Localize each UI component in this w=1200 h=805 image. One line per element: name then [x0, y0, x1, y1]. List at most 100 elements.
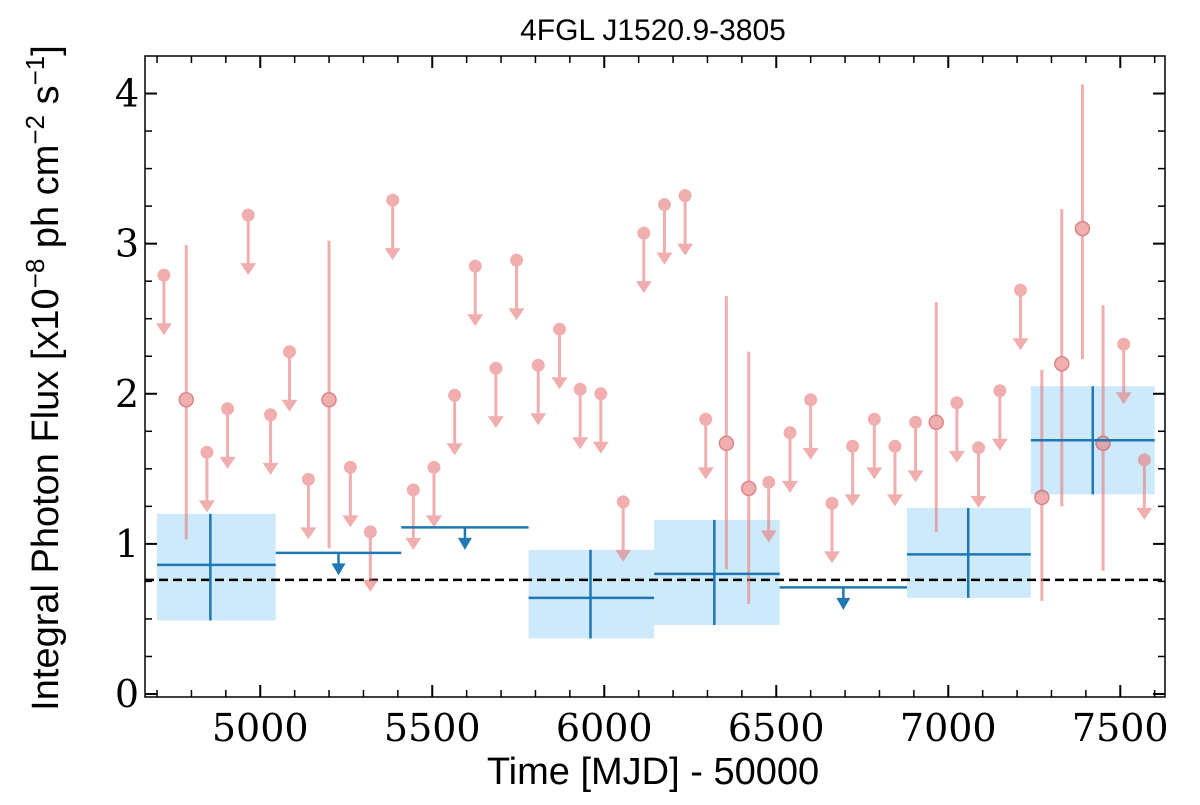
y-axis-title-exp3: −1: [20, 56, 50, 86]
short-bin-arrow-head: [823, 551, 840, 564]
short-bin-upper-limit: [446, 388, 463, 456]
short-bin-arrow-head: [508, 308, 525, 321]
y-tick-label: 2: [115, 372, 139, 416]
short-bin-arrow-head: [697, 467, 714, 480]
short-bin-upper-limit: [697, 412, 714, 480]
short-bin-upper-limit: [508, 253, 525, 321]
short-bin-upper-limit-point: [427, 460, 441, 474]
short-bin-arrow-head: [487, 416, 504, 429]
short-bin-arrow-head: [760, 530, 777, 543]
short-bin-detection: [928, 302, 944, 532]
short-bin-arrow-head: [467, 314, 484, 327]
short-bin-arrow-head: [907, 470, 924, 483]
short-bin-upper-limit: [823, 496, 840, 564]
short-bin-upper-limit: [991, 384, 1008, 451]
short-bin-upper-limit-point: [699, 412, 713, 426]
short-bin-arrow-head: [677, 243, 694, 256]
short-bin-upper-limit-point: [950, 396, 964, 410]
short-bin-upper-limit: [802, 393, 819, 460]
long-bin-bands-layer: [157, 386, 1155, 639]
long-bin-band: [654, 519, 780, 625]
short-bin-upper-limit-point: [1137, 453, 1151, 467]
short-bin-arrow-head: [1115, 392, 1132, 405]
y-tick-label: 0: [115, 672, 139, 716]
short-bin-upper-limit-point: [301, 472, 315, 486]
short-bin-upper-limit-point: [573, 382, 587, 396]
short-bin-arrow-head: [362, 579, 379, 592]
short-bin-arrow-head: [446, 443, 463, 456]
long-bin-detection: [157, 513, 276, 621]
short-bin-point: [321, 392, 337, 408]
x-tick-label: 7000: [900, 706, 997, 750]
short-bin-upper-limit: [362, 525, 379, 592]
short-bin-upper-limit-point: [406, 483, 420, 497]
short-bin-arrow-head: [198, 500, 215, 513]
chart-title: 4FGL J1520.9-3805: [520, 14, 786, 47]
short-bin-upper-limit-point: [510, 253, 524, 267]
long-bin-arrow-head: [836, 597, 851, 610]
long-bin-band: [157, 513, 276, 621]
x-tick-label: 6000: [556, 706, 653, 750]
short-bin-upper-limit: [487, 361, 504, 429]
short-bin-point: [1054, 355, 1070, 372]
short-bin-upper-limit-point: [993, 384, 1007, 398]
short-bin-arrow-head: [970, 495, 987, 508]
short-bin-upper-limit-point: [846, 439, 860, 453]
short-bin-arrow-head: [155, 323, 172, 336]
x-tick-label: 7500: [1072, 706, 1169, 750]
short-bin-upper-limit-point: [448, 388, 462, 402]
short-bin-upper-limit: [384, 193, 401, 261]
short-bin-upper-limit-point: [200, 445, 214, 459]
short-bin-arrow-head: [866, 467, 883, 480]
short-bin-detection: [1074, 84, 1091, 360]
short-bin-upper-limit: [530, 358, 547, 426]
long-bin-detection: [906, 507, 1031, 598]
short-bin-arrow-head: [551, 377, 568, 390]
short-bin-arrow-head: [844, 494, 861, 507]
y-tick-label: 3: [115, 222, 139, 266]
y-axis-title-suffix: ]: [25, 45, 67, 56]
long-bin-detection: [528, 549, 655, 639]
short-bin-upper-limit: [281, 345, 298, 412]
short-bin-upper-limit: [656, 198, 673, 265]
short-bin-upper-limit: [198, 445, 215, 513]
short-bin-upper-limit: [240, 208, 257, 276]
short-bin-detection: [1095, 305, 1111, 571]
y-tick-label: 4: [115, 72, 139, 116]
short-bin-upper-limit-point: [363, 525, 377, 539]
short-bin-upper-limit: [425, 460, 442, 528]
short-bin-upper-limit: [572, 382, 589, 450]
axes-layer: 5000 5500 6000 6500 7000 7500 0 1 2 3 4: [115, 55, 1169, 750]
short-bin-upper-limit-point: [282, 345, 296, 359]
short-bin-upper-limit: [615, 495, 632, 562]
y-axis-title-prefix: Integral Photon Flux [x10: [25, 288, 67, 710]
short-bin-upper-limit: [300, 472, 317, 540]
short-bin-upper-limit-point: [1117, 337, 1131, 351]
short-bin-arrow-head: [240, 263, 257, 276]
short-bin-upper-limit: [467, 259, 484, 327]
short-bin-upper-limit: [155, 268, 172, 336]
short-bin-upper-limit: [760, 475, 777, 543]
y-axis-title-exp1: −8: [20, 259, 50, 289]
short-bin-detection: [1054, 209, 1070, 507]
short-bin-layer: [155, 84, 1153, 604]
short-bin-upper-limit-point: [489, 361, 503, 375]
y-axis-title-exp2: −2: [20, 115, 50, 145]
short-bin-upper-limit: [551, 322, 568, 390]
y-tick-label: 1: [115, 522, 139, 566]
short-bin-detection: [321, 240, 337, 549]
short-bin-upper-limit: [342, 460, 359, 528]
short-bin-arrow-head: [656, 252, 673, 265]
short-bin-point: [1074, 220, 1091, 237]
short-bin-upper-limit-point: [594, 387, 608, 401]
long-bin-upper-limit: [275, 551, 402, 576]
y-axis-title: Integral Photon Flux [x10−8 ph cm−2 s−1]: [20, 45, 67, 711]
short-bin-upper-limit-point: [783, 426, 797, 440]
x-tick-label: 5500: [384, 706, 481, 750]
short-bin-upper-limit: [635, 226, 652, 294]
short-bin-upper-limit-point: [888, 439, 902, 453]
short-bin-point: [928, 414, 944, 431]
short-bin-upper-limit-point: [678, 189, 692, 203]
